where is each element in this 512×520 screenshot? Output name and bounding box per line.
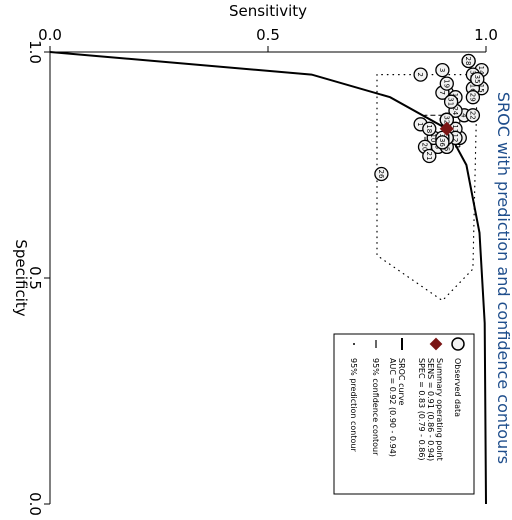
study-id-label: 29 [468,93,476,102]
study-id-label: 15 [477,84,485,93]
study-marker [443,94,459,109]
y-tick-label: 1.0 [474,26,498,44]
sroc-curve-path [49,51,487,505]
study-point: 26 [374,166,389,182]
study-point: 35 [470,71,485,87]
legend-pred-icon [353,343,355,345]
study-id-label: 11 [451,124,459,133]
study-id-label: 3 [438,68,446,72]
study-point: 29 [465,90,481,105]
prediction-contour [376,74,478,302]
study-marker [422,148,437,164]
legend-summary-spec: SPEC = 0.83 (0.79 - 0.86) [417,358,426,461]
study-id-label: 12 [451,133,459,142]
legend-summary-label: Summary operating point [435,358,444,461]
x-tick-label: 1.0 [26,40,44,64]
legend-box [333,333,475,495]
study-marker [435,135,450,150]
confidence-contour [424,114,461,148]
study-id-label: 18 [425,124,433,133]
legend-observed-icon [451,337,465,351]
legend-summary-icon [429,337,443,351]
y-axis-label: Sensitivity [229,2,307,20]
study-points: 1234567891011121314151617181920212223242… [374,53,489,182]
study-id-label: 21 [425,152,433,161]
study-point: 3 [435,62,450,78]
study-id-label: 4 [460,113,468,118]
study-id-label: 31 [447,97,455,106]
study-marker [439,76,454,91]
rotated-frame: 1.0 0.5 0.0 0.0 0.5 1.0 Specificity Sensitiv… [12,2,512,516]
legend-sroc-auc: AUC = 0.92 (0.90 - 0.94) [388,358,397,457]
legend-conf-label: 95% confidence contour [371,358,380,456]
study-id-label: 22 [468,111,476,120]
study-id-label: 10 [429,133,437,142]
x-axis-label: Specificity [12,239,30,316]
study-point: 19 [439,76,454,91]
x-tick-label: 0.0 [26,492,44,516]
chart-title: SROC with prediction and confidence cont… [494,92,512,464]
study-marker [461,53,476,69]
study-marker [465,108,481,123]
study-point: 2 [413,67,428,82]
legend-observed-label: Observed data [453,358,462,417]
legend-summary-sens: SENS = 0.91 (0.86 - 0.94) [426,358,435,461]
legend-sroc-label: SROC curve [397,358,406,406]
study-id-label: 19 [442,79,450,88]
study-id-label: 35 [473,75,481,84]
study-id-label: 2 [416,72,424,76]
y-tick-label: 0.0 [38,26,62,44]
y-tick-label: 0.5 [256,26,280,44]
study-point: 32 [439,112,454,127]
sroc-curve [49,51,487,505]
study-point: 18 [422,121,437,136]
study-point: 28 [461,53,476,69]
study-point: 22 [465,108,481,123]
x-tick-label: 0.5 [26,266,44,290]
study-marker [413,67,428,82]
study-id-label: 32 [442,115,450,124]
study-marker [422,121,437,136]
y-ticks: 0.0 0.5 1.0 [38,26,498,52]
study-id-label: 7 [438,90,446,94]
study-point: 36 [435,135,450,150]
study-marker [465,90,481,105]
study-id-label: 14 [477,66,485,75]
study-id-label: 1 [416,122,424,126]
study-point: 31 [443,94,459,109]
study-marker [470,71,485,87]
study-id-label: 28 [464,57,472,66]
x-ticks: 1.0 0.5 0.0 [26,40,50,516]
legend: Observed data Summary operating point SE… [333,333,475,495]
study-marker [374,166,389,182]
study-id-label: 24 [451,106,459,115]
study-point: 21 [422,148,437,164]
confidence-contour-path [424,114,461,148]
legend-pred-label: 95% prediction contour [349,358,358,452]
study-id-label: 16 [468,84,476,93]
study-marker [435,62,450,78]
prediction-contour-path [376,74,478,302]
study-id-label: 36 [438,138,446,147]
study-id-label: 26 [377,170,385,179]
study-id-label: 20 [421,142,429,151]
